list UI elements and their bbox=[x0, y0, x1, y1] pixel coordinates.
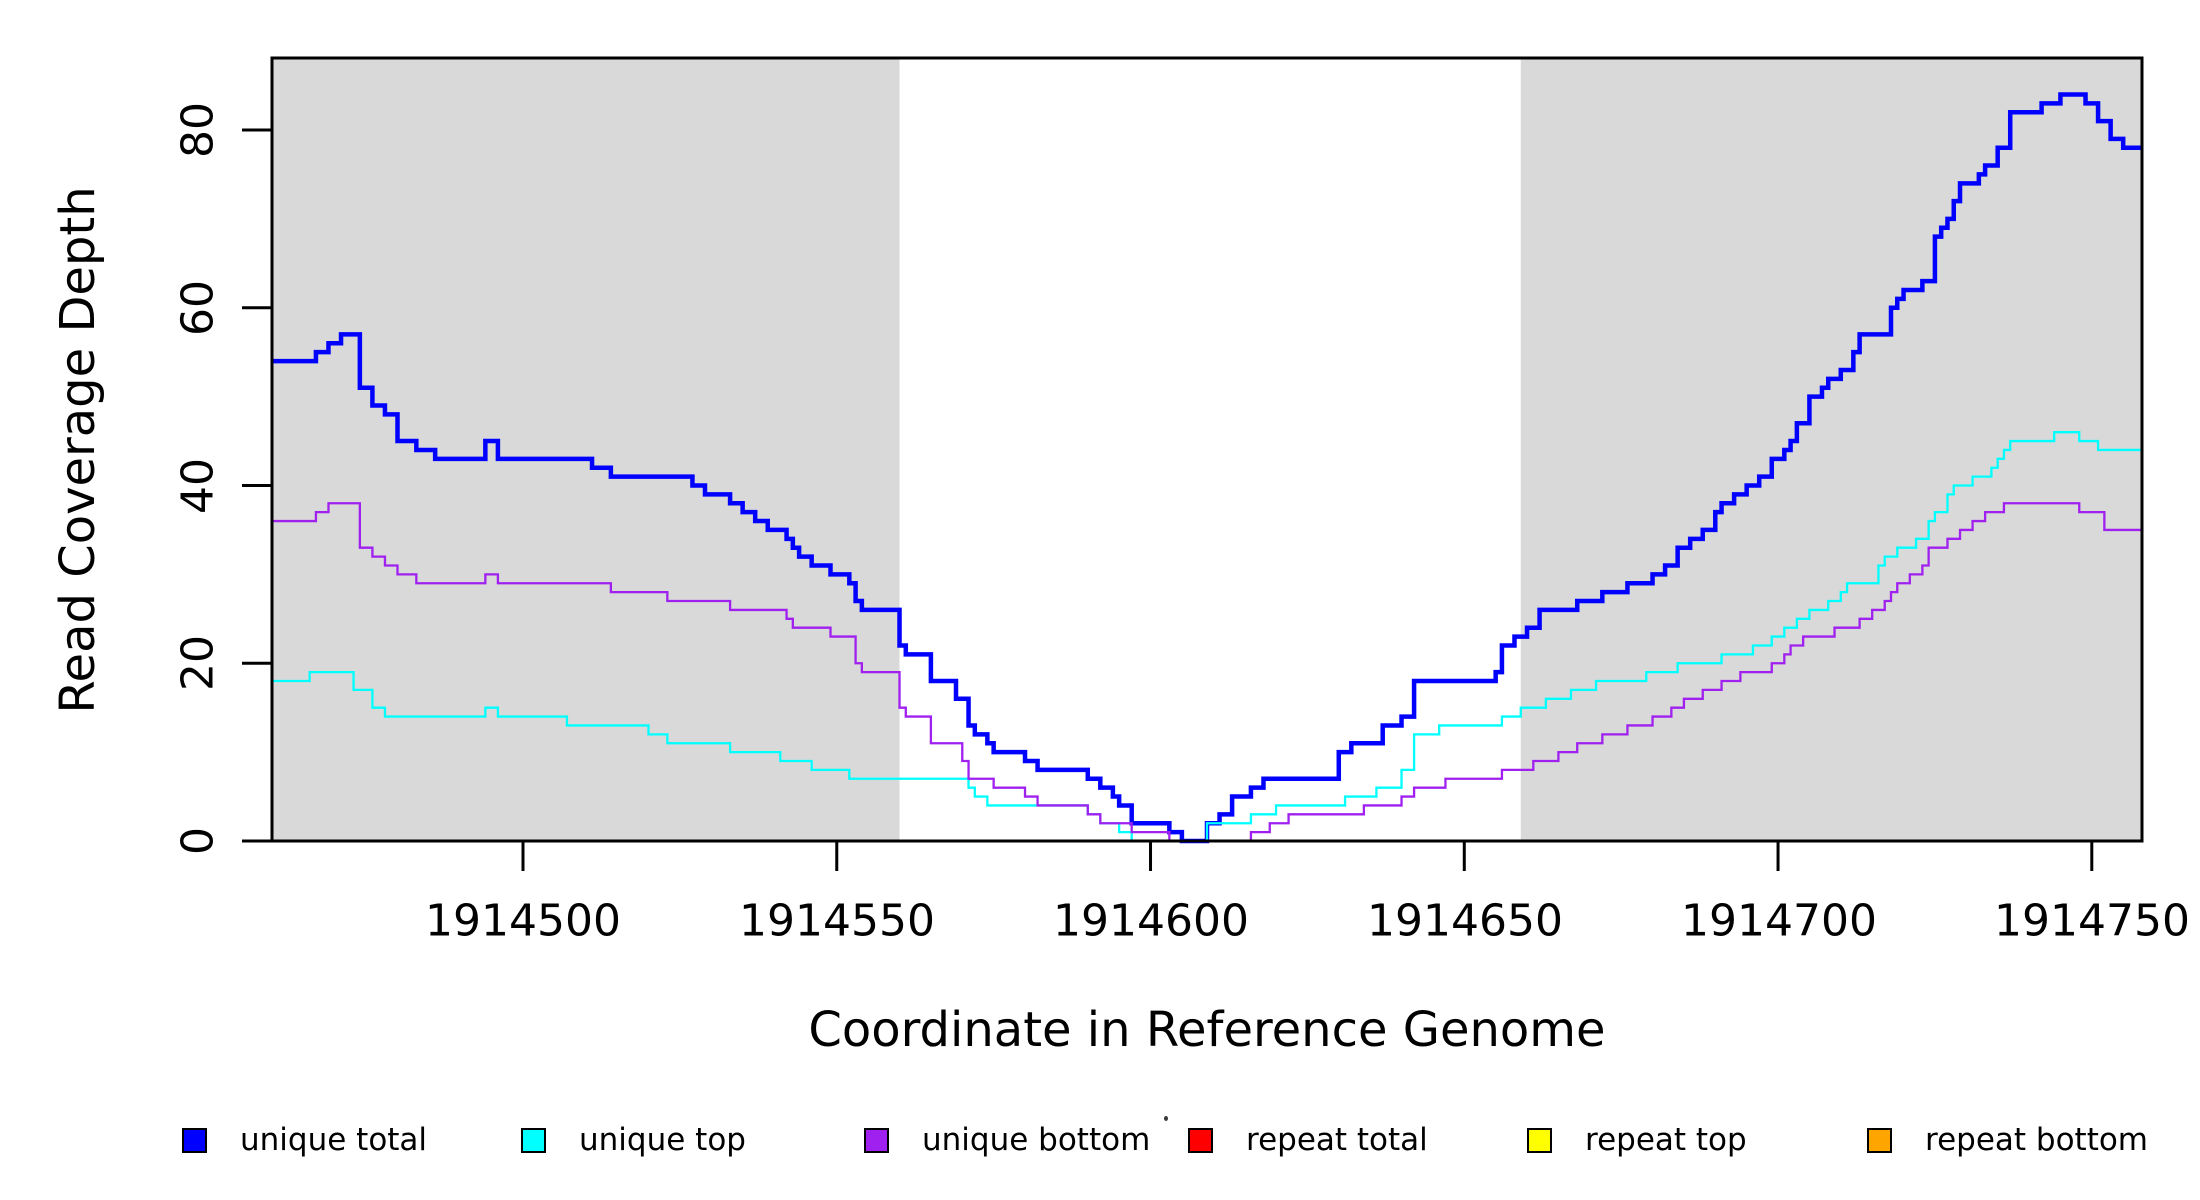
x-tick-label-1914500: 1914500 bbox=[425, 895, 621, 947]
legend-item-unique-bottom: unique bottom bbox=[864, 1122, 1150, 1158]
y-axis-title: Read Coverage Depth bbox=[50, 186, 106, 714]
y-tick-label-60: 60 bbox=[172, 280, 224, 336]
x-tick-label-1914600: 1914600 bbox=[1053, 895, 1249, 947]
x-axis-title: Coordinate in Reference Genome bbox=[808, 1002, 1606, 1058]
legend-label: unique total bbox=[240, 1122, 428, 1158]
legend-item-repeat-bottom: repeat bottom bbox=[1867, 1122, 2148, 1158]
legend-label: repeat top bbox=[1585, 1122, 1747, 1158]
x-tick-label-1914750: 1914750 bbox=[1994, 895, 2190, 947]
x-tick-label-1914550: 1914550 bbox=[739, 895, 935, 947]
unique-bottom-swatch-icon bbox=[864, 1127, 889, 1153]
legend-item-repeat-total: repeat total bbox=[1188, 1122, 1428, 1158]
legend-label: unique bottom bbox=[922, 1122, 1151, 1158]
repeat-total-swatch-icon bbox=[1188, 1127, 1213, 1153]
unique-top-swatch-icon bbox=[521, 1127, 546, 1153]
legend-label: repeat total bbox=[1246, 1122, 1428, 1158]
legend-label: unique top bbox=[579, 1122, 746, 1158]
unique-total-swatch-icon bbox=[182, 1127, 207, 1153]
y-tick-label-0: 0 bbox=[172, 827, 224, 855]
legend-label: repeat bottom bbox=[1925, 1122, 2149, 1158]
stray-dot bbox=[1164, 1116, 1168, 1121]
x-tick-label-1914700: 1914700 bbox=[1681, 895, 1877, 947]
y-tick-label-20: 20 bbox=[172, 635, 224, 691]
legend-item-unique-total: unique total bbox=[182, 1122, 427, 1158]
y-tick-label-40: 40 bbox=[172, 458, 224, 514]
legend-item-unique-top: unique top bbox=[521, 1122, 746, 1158]
repeat-bottom-swatch-icon bbox=[1867, 1127, 1892, 1153]
y-tick-label-80: 80 bbox=[172, 102, 224, 158]
legend-item-repeat-top: repeat top bbox=[1527, 1122, 1747, 1158]
x-tick-label-1914650: 1914650 bbox=[1367, 895, 1563, 947]
repeat-top-swatch-icon bbox=[1527, 1127, 1552, 1153]
